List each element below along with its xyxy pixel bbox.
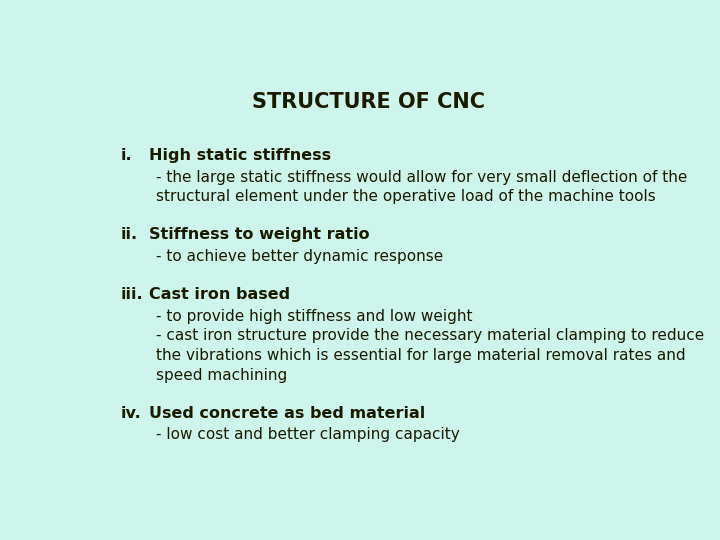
Text: ii.: ii. — [121, 227, 138, 242]
Text: - cast iron structure provide the necessary material clamping to reduce: - cast iron structure provide the necess… — [156, 328, 704, 343]
Text: iv.: iv. — [121, 406, 141, 421]
Text: the vibrations which is essential for large material removal rates and: the vibrations which is essential for la… — [156, 348, 685, 363]
Text: speed machining: speed machining — [156, 368, 287, 382]
Text: structural element under the operative load of the machine tools: structural element under the operative l… — [156, 189, 656, 204]
Text: - low cost and better clamping capacity: - low cost and better clamping capacity — [156, 427, 459, 442]
Text: - to provide high stiffness and low weight: - to provide high stiffness and low weig… — [156, 309, 472, 324]
Text: High static stiffness: High static stiffness — [148, 148, 330, 163]
Text: - the large static stiffness would allow for very small deflection of the: - the large static stiffness would allow… — [156, 170, 687, 185]
Text: Stiffness to weight ratio: Stiffness to weight ratio — [148, 227, 369, 242]
Text: i.: i. — [121, 148, 132, 163]
Text: Used concrete as bed material: Used concrete as bed material — [148, 406, 425, 421]
Text: - to achieve better dynamic response: - to achieve better dynamic response — [156, 249, 443, 264]
Text: STRUCTURE OF CNC: STRUCTURE OF CNC — [253, 92, 485, 112]
Text: Cast iron based: Cast iron based — [148, 287, 289, 302]
Text: iii.: iii. — [121, 287, 143, 302]
